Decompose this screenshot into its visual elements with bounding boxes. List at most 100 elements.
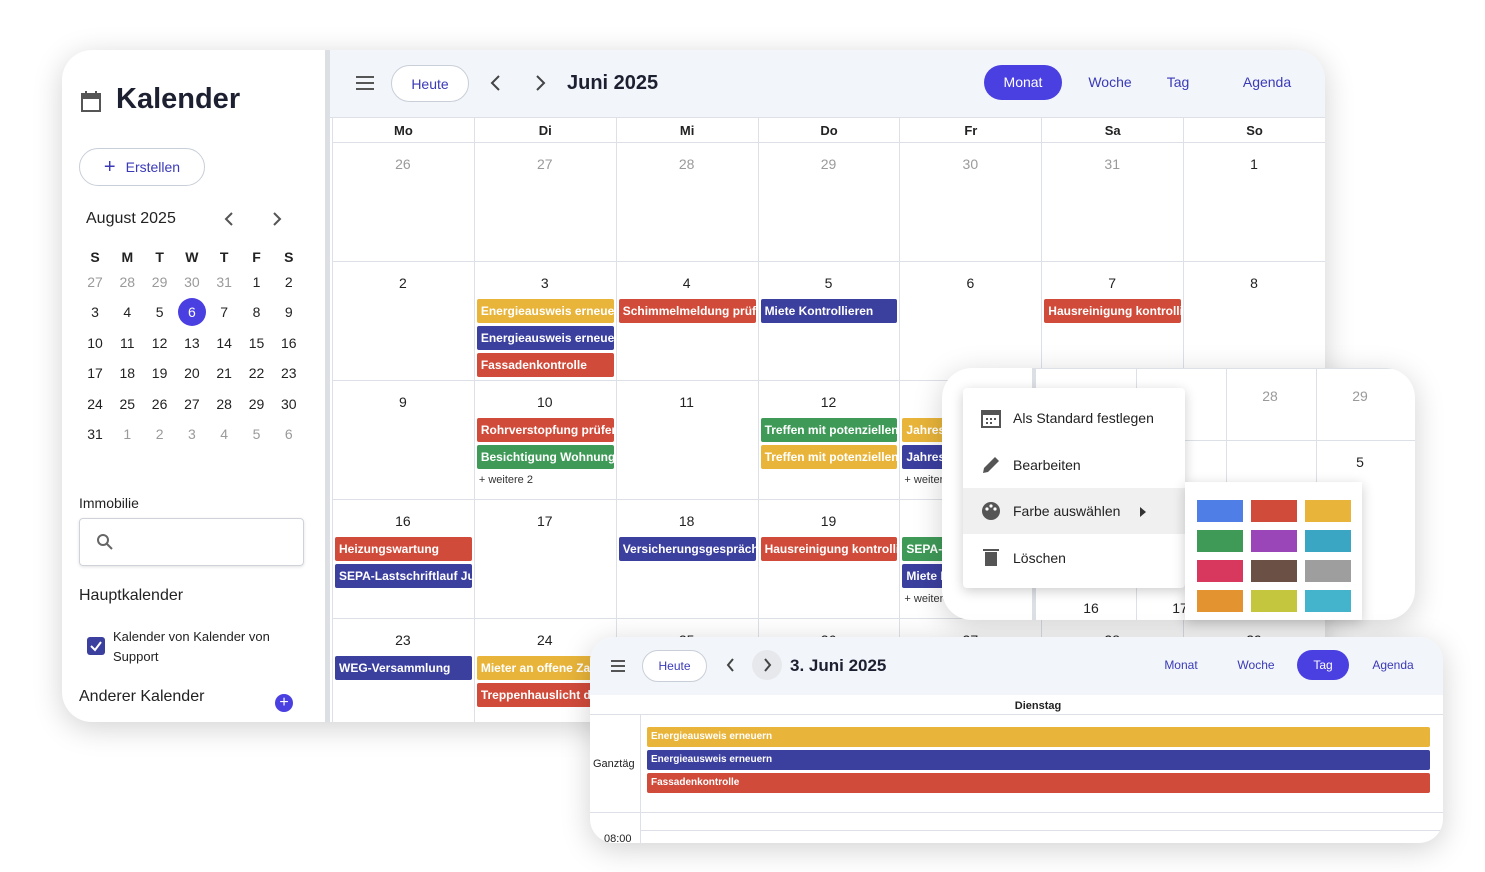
event[interactable]: Hausreinigung kontrollieren (760, 537, 898, 561)
mini-day[interactable]: 3 (91, 304, 99, 321)
color-swatch[interactable] (1305, 590, 1351, 612)
event[interactable]: Heizungswartung (335, 537, 472, 561)
view-tab[interactable]: Tag (1297, 650, 1349, 680)
view-tab[interactable]: Agenda (1242, 74, 1292, 90)
mini-day[interactable]: 5 (155, 304, 164, 321)
more-link[interactable]: + weitere 2 (478, 474, 533, 486)
event[interactable]: Hausreinigung kontrollieren (1044, 299, 1182, 323)
menu-item[interactable]: Bearbeiten (1013, 456, 1081, 473)
mini-day[interactable]: 6 (284, 426, 293, 442)
event[interactable]: Rohrverstopfung prüfen (476, 418, 614, 442)
mini-day[interactable]: 28 (119, 274, 136, 290)
view-tab[interactable]: Woche (1088, 74, 1132, 90)
mini-day[interactable]: 6 (187, 304, 196, 321)
event[interactable]: Energieausweis erneuern (476, 299, 614, 323)
mini-day[interactable]: 9 (284, 304, 293, 321)
mini-day[interactable]: 21 (216, 365, 232, 382)
mini-day[interactable]: 28 (216, 395, 232, 412)
day-cell[interactable] (332, 619, 474, 722)
mini-day[interactable]: 27 (184, 395, 200, 412)
color-swatch[interactable] (1197, 530, 1243, 552)
mini-day[interactable]: 3 (187, 426, 196, 442)
day-cell[interactable] (473, 262, 616, 381)
mini-day[interactable]: 7 (220, 304, 229, 321)
event[interactable]: Schimmelmeldung prüfen (618, 299, 756, 323)
mini-day[interactable]: 17 (87, 365, 103, 382)
mini-day[interactable]: 27 (87, 274, 103, 290)
mini-day[interactable]: 2 (155, 426, 164, 442)
color-swatch[interactable] (1197, 500, 1243, 522)
event[interactable]: Treffen mit potenziellen (760, 418, 898, 442)
view-tab[interactable]: Monat (984, 65, 1062, 100)
color-swatch[interactable] (1197, 560, 1243, 582)
menu-icon[interactable] (610, 659, 626, 673)
mini-day[interactable]: 23 (281, 365, 297, 382)
view-tab[interactable]: Tag (1166, 74, 1190, 90)
day-cell[interactable] (332, 500, 474, 619)
day-cell[interactable] (615, 143, 758, 262)
event[interactable]: Besichtigung Wohnung (476, 445, 614, 469)
mini-day[interactable]: 1 (123, 426, 132, 442)
event[interactable]: Energieausweis erneuern (647, 727, 1430, 747)
mini-day[interactable]: 15 (248, 334, 265, 351)
event[interactable]: SEPA-Lastschriftlauf Juni (335, 564, 472, 588)
mini-day[interactable]: 11 (120, 334, 135, 351)
day-cell[interactable] (473, 619, 616, 722)
create-button[interactable]: + Erstellen (79, 148, 205, 186)
mini-day[interactable]: 14 (216, 334, 232, 351)
mini-day[interactable]: 30 (184, 274, 200, 290)
mini-day[interactable]: 8 (252, 304, 261, 321)
day-cell[interactable] (332, 262, 474, 381)
color-swatch[interactable] (1305, 560, 1351, 582)
mini-day[interactable]: 19 (151, 365, 168, 382)
color-swatch[interactable] (1251, 500, 1297, 522)
mini-day[interactable]: 31 (216, 274, 232, 290)
event[interactable]: Versicherungsgespräch (618, 537, 756, 561)
mini-day[interactable]: 10 (87, 334, 103, 351)
day-cell[interactable] (757, 500, 900, 619)
day-cell[interactable] (615, 262, 758, 381)
mini-day[interactable]: 16 (281, 334, 297, 351)
day-cell[interactable] (1183, 143, 1325, 262)
mini-day[interactable]: 1 (252, 274, 261, 290)
more-link[interactable]: + weitere (904, 593, 950, 605)
color-swatch[interactable] (1305, 530, 1351, 552)
day-cell[interactable] (473, 143, 616, 262)
day-cell[interactable] (332, 143, 474, 262)
day-cell[interactable] (615, 381, 758, 500)
event[interactable]: Energieausweis erneuern (647, 750, 1430, 770)
selected-day[interactable] (177, 298, 206, 327)
event[interactable]: Fassadenkontrolle (647, 773, 1430, 793)
mini-day[interactable]: 2 (284, 274, 293, 290)
mini-day[interactable]: 5 (252, 426, 261, 442)
day-nav[interactable] (719, 649, 785, 681)
color-swatch[interactable] (1251, 590, 1297, 612)
view-tab[interactable]: Woche (1237, 658, 1275, 672)
mini-day[interactable]: 18 (119, 365, 136, 382)
mini-day[interactable]: 20 (184, 365, 200, 382)
color-swatch[interactable] (1251, 560, 1297, 582)
day-cell[interactable] (1041, 143, 1184, 262)
view-tab[interactable]: Monat (1164, 658, 1198, 672)
month-nav[interactable] (487, 74, 557, 92)
day-cell[interactable] (473, 381, 616, 500)
mini-day[interactable]: 29 (248, 395, 265, 412)
event[interactable]: Fassadenkontrolle (476, 353, 614, 377)
add-calendar[interactable]: + (275, 694, 293, 712)
today-button[interactable]: Heute (642, 650, 707, 682)
day-cell[interactable] (757, 381, 900, 500)
today-button[interactable]: Heute (391, 65, 469, 102)
mini-day[interactable]: 12 (151, 334, 168, 351)
view-tab[interactable]: Agenda (1372, 658, 1414, 672)
mini-day[interactable]: 24 (87, 395, 103, 412)
more-link[interactable]: + weitere (904, 474, 950, 486)
mini-day[interactable]: 26 (151, 395, 168, 412)
day-cell[interactable] (332, 381, 474, 500)
mini-day[interactable]: 25 (119, 395, 136, 412)
mini-day[interactable]: 29 (151, 274, 168, 290)
checkbox[interactable] (87, 637, 105, 655)
day-cell[interactable] (615, 500, 758, 619)
day-cell[interactable] (757, 262, 900, 381)
day-cell[interactable] (899, 143, 1042, 262)
mini-day[interactable]: 13 (184, 334, 200, 351)
